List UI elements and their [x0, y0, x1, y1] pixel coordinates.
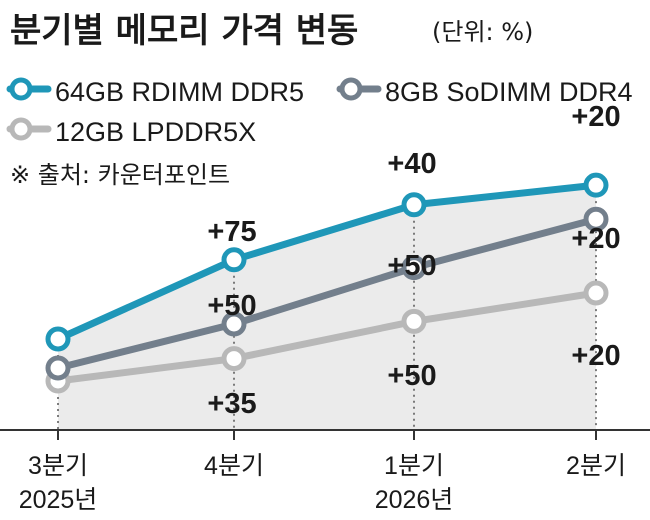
legend-swatch-marker-8gb-sodimm-ddr4 [339, 77, 363, 101]
area-fill [58, 185, 596, 430]
x-tick-label: 2분기 [566, 452, 626, 480]
x-tick-year-label: 2025년 [19, 486, 98, 514]
data-point-64gb-rdimm-ddr5 [221, 247, 247, 273]
data-point-12gb-lpddr5x [221, 346, 247, 372]
plot-area [45, 172, 609, 430]
data-point-8gb-sodimm-ddr4 [45, 355, 71, 381]
data-label-64gb-rdimm-ddr5: +40 [387, 148, 436, 180]
data-label-8gb-sodimm-ddr4: +50 [387, 250, 436, 282]
series-line-64gb-rdimm-ddr5 [54, 181, 600, 343]
data-point-8gb-sodimm-ddr4 [401, 255, 427, 281]
data-label-12gb-lpddr5x: +35 [207, 388, 256, 420]
legend-label-64gb-rdimm-ddr5: 64GB RDIMM DDR5 [55, 77, 304, 107]
data-label-64gb-rdimm-ddr5: +20 [571, 101, 620, 133]
chart-title: 분기별 메모리 가격 변동 [10, 11, 358, 51]
data-point-12gb-lpddr5x [401, 308, 427, 334]
legend-label-8gb-sodimm-ddr4: 8GB SoDIMM DDR4 [385, 77, 633, 107]
x-tick-year-label: 2026년 [375, 486, 454, 514]
data-point-64gb-rdimm-ddr5 [583, 172, 609, 198]
x-tick-label: 4분기 [204, 452, 264, 480]
data-point-8gb-sodimm-ddr4 [221, 311, 247, 337]
source-note: ※ 출처: 카운터포인트 [10, 161, 230, 189]
x-axis-ticks: 3분기 2025년 4분기 1분기 2026년 2분기 [19, 430, 626, 514]
data-point-8gb-sodimm-ddr4 [583, 206, 609, 232]
data-label-12gb-lpddr5x: +20 [571, 340, 620, 372]
data-label-8gb-sodimm-ddr4: +20 [571, 223, 620, 255]
x-tick-label: 3분기 [28, 452, 88, 480]
legend-swatch-marker-64gb-rdimm-ddr5 [9, 77, 33, 101]
legend-label-12gb-lpddr5x: 12GB LPDDR5X [55, 117, 256, 147]
legend: 64GB RDIMM DDR5 8GB SoDIMM DDR4 12GB LPD… [6, 77, 633, 147]
data-label-8gb-sodimm-ddr4: +50 [207, 290, 256, 322]
data-label-64gb-rdimm-ddr5: +75 [207, 216, 256, 248]
data-point-64gb-rdimm-ddr5 [401, 192, 427, 218]
x-tick-label: 1분기 [384, 452, 444, 480]
data-point-12gb-lpddr5x [583, 280, 609, 306]
legend-swatch-marker-12gb-lpddr5x [9, 117, 33, 141]
data-labels: +75 +40 +20 +50 +50 +20 +35 +50 +20 [207, 101, 620, 420]
series-line-12gb-lpddr5x [54, 289, 600, 385]
unit-label: (단위: %) [432, 18, 533, 46]
data-label-12gb-lpddr5x: +50 [387, 360, 436, 392]
data-point-64gb-rdimm-ddr5 [45, 326, 71, 352]
series-line-8gb-sodimm-ddr4 [54, 215, 600, 372]
